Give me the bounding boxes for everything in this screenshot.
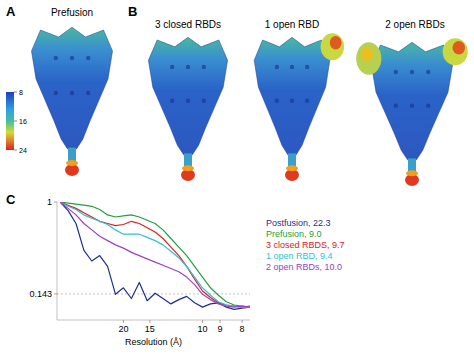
map-texture [86,91,90,95]
map-texture [54,91,58,95]
map-texture [290,65,294,69]
map-texture [170,99,174,103]
open-rbd [443,38,468,65]
x-tick-label: 20 [118,324,128,334]
map-texture [275,65,279,69]
open-rbd [356,42,381,74]
map-texture [426,70,430,74]
figure: A Prefusion B 3 closed RBDs 1 open RBD 2 open… [0,0,474,356]
panel-title: Prefusion [51,7,93,18]
panel-label: C [6,192,16,207]
map-texture [305,99,309,103]
map-texture [305,65,309,69]
x-tick-label: 9 [218,324,223,334]
x-tick-label: 15 [145,324,155,334]
x-axis [57,320,250,321]
map-tail [182,165,194,171]
panel-title: 1 open RBD [265,19,319,30]
colorbar-tick [14,92,17,93]
x-tick [242,320,243,323]
density-map [254,33,344,181]
open-rbd [361,48,374,62]
legend: Postfusion, 22.3Prefusion, 9.03 closed R… [266,218,345,272]
open-rbd [330,36,342,50]
map-texture [394,70,398,74]
y-axis [57,202,58,320]
colorbar-tick [14,150,17,151]
map-body [32,27,113,149]
legend-entry: 3 closed RBDS, 9.7 [266,240,345,250]
x-tick [149,320,150,323]
legend-entry: Prefusion, 9.0 [266,229,322,239]
density-map [148,37,227,181]
legend-entry: 2 open RBDs, 10.0 [266,262,342,272]
map-texture [86,56,90,60]
y-tick [54,202,57,203]
fsc-chart: 0.143 1 20 15 10 9 8 Resolution (Å) Postfusion, … [29,197,344,347]
map-texture [202,65,206,69]
colorbar-tick-label: 16 [19,118,27,125]
colorbar [6,92,14,150]
panel-title: 3 closed RBDs [155,19,221,30]
map-tail [406,170,418,176]
density-map [32,27,113,176]
map-tail [66,160,78,166]
map-body [372,42,453,160]
map-texture [170,65,174,69]
open-rbd [453,41,466,55]
fsc-line [60,202,250,307]
fsc-line [60,202,250,309]
map-texture [426,104,430,108]
panel-label: A [6,4,16,19]
fsc-line [60,202,250,307]
colorbar-tick [14,121,17,122]
x-tick-label: 8 [240,324,245,334]
panel-title: 2 open RBDs [385,19,444,30]
colorbar-tick-label: 8 [19,89,23,96]
colorbar-tick-label: 24 [19,147,27,154]
x-tick-label: 10 [198,324,208,334]
x-tick [202,320,203,323]
map-texture [410,104,414,108]
map-texture [70,91,74,95]
map-texture [290,99,294,103]
map-texture [410,70,414,74]
map-texture [186,65,190,69]
series-lines [60,202,250,309]
x-tick [123,320,124,323]
legend-entry: 1 open RBD, 9.4 [266,251,333,261]
panel-label: B [128,4,137,19]
y-tick-label: 0.143 [29,289,52,299]
map-body [254,37,330,155]
map-texture [394,104,398,108]
map-texture [202,99,206,103]
map-texture [275,99,279,103]
map-tail [286,165,298,171]
map-body [148,37,227,155]
open-rbd [321,33,345,60]
y-tick-label: 1 [47,197,52,207]
fsc-line [60,202,250,307]
legend-entry: Postfusion, 22.3 [266,218,331,228]
fsc-line [60,202,250,307]
x-axis-title: Resolution (Å) [125,337,182,347]
x-tick [220,320,221,323]
map-texture [54,56,58,60]
density-map [356,38,468,186]
map-texture [186,99,190,103]
y-tick [54,293,57,294]
map-texture [70,56,74,60]
